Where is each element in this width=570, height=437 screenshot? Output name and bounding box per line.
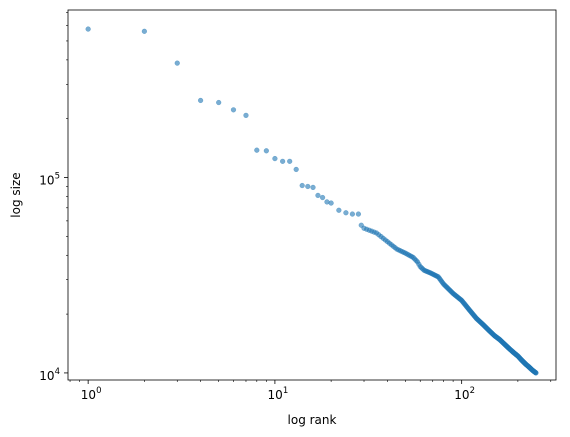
scatter-point: [198, 97, 204, 103]
scatter-point: [343, 210, 349, 216]
scatter-point: [305, 183, 311, 190]
scatter-points: [85, 26, 539, 376]
y-tick-label: 104: [39, 367, 60, 383]
scatter-point: [272, 156, 278, 162]
scatter-point: [310, 184, 316, 190]
scatter-point: [336, 207, 342, 213]
scatter-point: [280, 158, 286, 164]
scatter-point: [533, 370, 539, 376]
scatter-point: [328, 200, 334, 206]
scatter-point: [287, 158, 293, 164]
scatter-point: [263, 148, 269, 154]
y-tick-label: 105: [39, 172, 60, 188]
scatter-point: [355, 211, 361, 217]
scatter-point: [293, 166, 299, 172]
scatter-point: [216, 99, 222, 106]
x-axis-label: log rank: [288, 413, 337, 427]
scatter-point: [243, 112, 249, 118]
x-tick-label: 100: [81, 386, 102, 402]
scatter-point: [230, 107, 237, 113]
y-axis-label: log size: [9, 172, 23, 217]
scatter-point: [174, 60, 180, 66]
plot-frame: [67, 9, 557, 381]
scatter-point: [85, 26, 91, 32]
scatter-point: [254, 147, 260, 153]
scatter-point: [349, 211, 355, 217]
x-tick-label: 101: [268, 386, 289, 402]
scatter-point: [141, 28, 147, 34]
scatter-point: [315, 192, 321, 198]
x-tick-label: 102: [454, 386, 475, 402]
scatter-point: [299, 182, 305, 189]
major-ticks: 100 101 102 104 105: [39, 172, 475, 402]
scatter-point: [320, 194, 326, 201]
